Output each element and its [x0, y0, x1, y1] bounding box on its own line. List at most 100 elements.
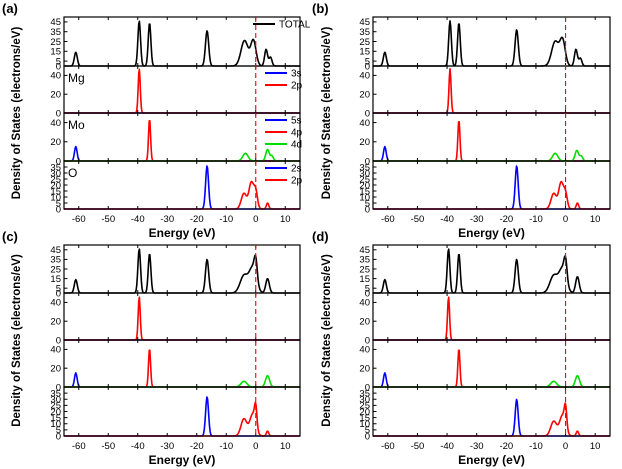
y-tick-label: 0: [365, 335, 370, 346]
y-tick-label: 20: [50, 90, 61, 101]
series-o-p: [372, 180, 611, 210]
y-tick-label: 30: [359, 395, 370, 406]
y-tick-label: 20: [359, 364, 370, 375]
y-tick-label: 40: [359, 298, 370, 309]
x-tick-label: -20: [190, 214, 204, 225]
panel-label: (d): [312, 229, 329, 244]
row-frame: [63, 160, 301, 210]
series-mo-p: [63, 120, 301, 162]
y-tick-label: 35: [359, 255, 370, 266]
series-total: [63, 20, 301, 67]
row-frame: [63, 65, 301, 114]
y-tick-label: 20: [50, 364, 61, 375]
x-tick-label: -10: [219, 441, 233, 452]
series-o-s: [63, 396, 301, 437]
x-tick-label: -60: [381, 441, 395, 452]
y-tick-label: 20: [359, 180, 370, 191]
x-tick-label: 10: [280, 214, 291, 225]
panel-b: (b)Density of States (electrons/eV) 05152…: [312, 1, 611, 240]
y-tick-label: 35: [359, 162, 370, 173]
y-tick-label: 0: [56, 431, 61, 442]
series-mo-d: [63, 375, 301, 388]
y-tick-label: 30: [50, 168, 61, 179]
x-axis-title: Energy (eV): [149, 453, 216, 467]
row-frame: [372, 386, 611, 437]
y-tick-label: 0: [365, 431, 370, 442]
y-tick-label: 20: [359, 90, 370, 101]
series-total: [372, 248, 611, 294]
y-tick-label: 10: [359, 419, 370, 430]
legend-label: 2p: [291, 176, 303, 187]
x-tick-label: -20: [190, 441, 204, 452]
series-mo-d: [372, 149, 611, 162]
row-frame: [372, 160, 611, 210]
x-tick-label: -30: [160, 214, 174, 225]
x-tick-label: -20: [499, 441, 513, 452]
row-frame: [63, 112, 301, 162]
y-tick-label: 20: [359, 407, 370, 418]
y-tick-label: 0: [56, 288, 61, 299]
panel-label: (b): [312, 1, 329, 16]
y-tick-label: 5: [365, 198, 370, 209]
x-tick-label: -10: [529, 441, 543, 452]
row-frame: [63, 244, 301, 294]
y-tick-label: 10: [359, 192, 370, 203]
y-tick-label: 5: [365, 284, 370, 295]
legend-label: 2s: [291, 164, 302, 175]
y-tick-label: 20: [50, 180, 61, 191]
x-tick-label: -20: [499, 214, 513, 225]
y-axis-title: Density of States (electrons/eV): [11, 254, 23, 427]
x-tick-label: -40: [440, 214, 454, 225]
y-tick-label: 20: [50, 407, 61, 418]
y-tick-label: 30: [359, 168, 370, 179]
y-tick-label: 0: [365, 288, 370, 299]
y-axis-title: Density of States (electrons/eV): [321, 27, 333, 200]
legend-label: 4p: [291, 128, 303, 139]
series-o-s: [372, 398, 611, 437]
element-label-mg: Mg: [68, 71, 85, 85]
x-tick-label: -40: [440, 441, 454, 452]
y-tick-label: 45: [359, 17, 370, 28]
x-tick-label: -50: [101, 214, 115, 225]
y-tick-label: 15: [359, 47, 370, 58]
row-mo: 0 20 40: [359, 339, 611, 393]
y-tick-label: 25: [50, 401, 61, 412]
y-tick-label: 10: [50, 419, 61, 430]
series-mo-d: [63, 148, 301, 162]
y-tick-label: 35: [50, 162, 61, 173]
y-tick-label: 0: [56, 156, 61, 167]
series-total: [63, 248, 301, 294]
y-tick-label: 40: [359, 345, 370, 356]
y-tick-label: 45: [359, 245, 370, 256]
y-tick-label: 0: [56, 61, 61, 72]
x-tick-label: -60: [72, 214, 86, 225]
row-frame: [63, 292, 301, 341]
y-tick-label: 35: [359, 388, 370, 399]
x-tick-label: -50: [101, 441, 115, 452]
x-tick-label: 10: [590, 214, 601, 225]
y-tick-label: 25: [50, 37, 61, 48]
y-tick-label: 0: [365, 382, 370, 393]
y-tick-label: 0: [56, 382, 61, 393]
x-axis-title: Energy (eV): [458, 226, 525, 240]
row-frame: [63, 386, 301, 437]
row-frame: [63, 339, 301, 388]
row-frame: [372, 65, 611, 114]
series-o-s: [372, 165, 611, 210]
x-tick-label: 10: [280, 441, 291, 452]
y-tick-label: 0: [56, 108, 61, 119]
row-mg: 0 20 40: [359, 292, 611, 346]
y-axis-title: Density of States (electrons/eV): [321, 254, 333, 427]
element-label-mo: Mo: [68, 118, 85, 132]
panel-label: (c): [2, 229, 18, 244]
y-tick-label: 35: [50, 27, 61, 38]
x-tick-label: 0: [253, 441, 258, 452]
legend-label: 5s: [291, 116, 302, 127]
y-tick-label: 15: [359, 274, 370, 285]
y-tick-label: 35: [50, 388, 61, 399]
x-tick-label: -40: [131, 214, 145, 225]
y-tick-label: 5: [365, 56, 370, 67]
y-tick-label: 20: [359, 137, 370, 148]
